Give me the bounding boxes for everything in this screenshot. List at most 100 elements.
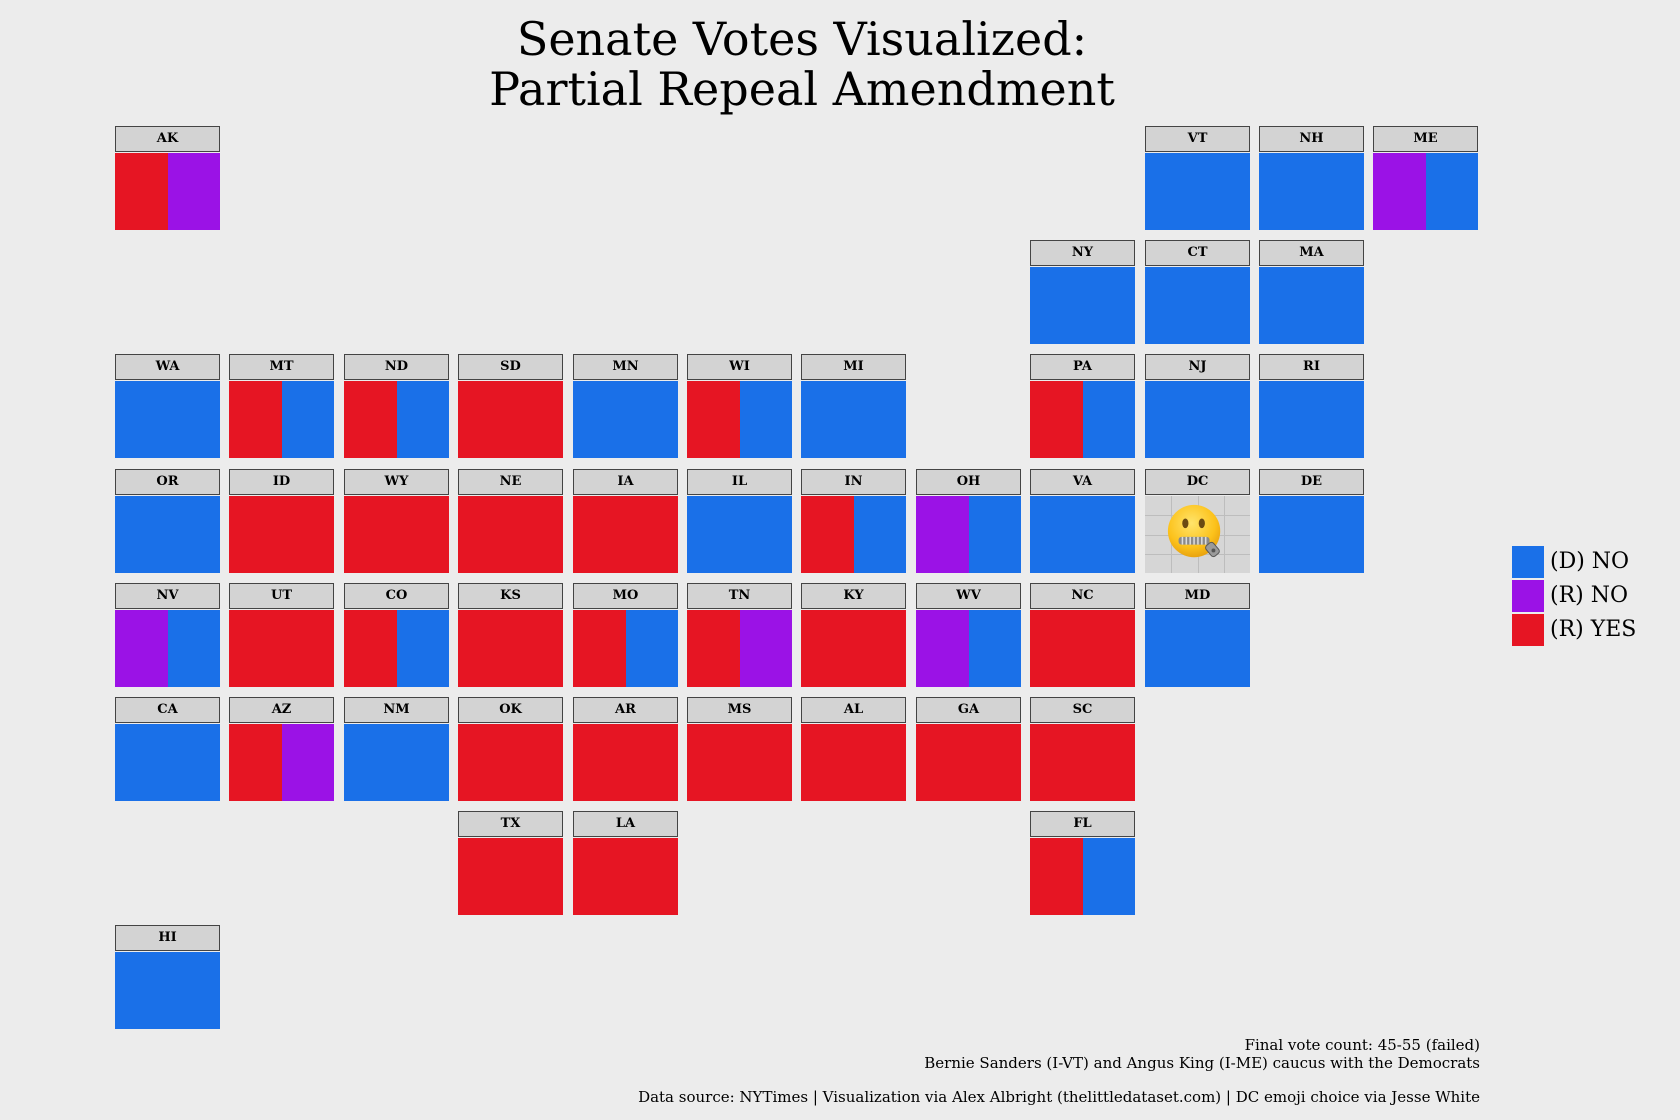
state-label-vt: VT — [1145, 126, 1250, 152]
state-body-wi — [687, 381, 792, 458]
state-label-la: LA — [573, 811, 678, 837]
state-label-nc: NC — [1030, 583, 1135, 609]
state-label-me: ME — [1373, 126, 1478, 152]
state-body-sd — [458, 381, 563, 458]
state-tile-ri: RI — [1259, 354, 1364, 459]
state-tile-ga: GA — [916, 697, 1021, 802]
state-tile-sc: SC — [1030, 697, 1135, 802]
state-body-ky — [801, 610, 906, 687]
senator-vote-ga-1 — [916, 724, 1021, 801]
state-tile-mn: MN — [573, 354, 678, 459]
state-body-de — [1259, 496, 1364, 573]
state-body-wv — [916, 610, 1021, 687]
state-body-ms — [687, 724, 792, 801]
state-tile-ak: AK — [115, 126, 220, 231]
state-label-nj: NJ — [1145, 354, 1250, 380]
state-label-nd: ND — [344, 354, 449, 380]
senator-vote-or-1 — [115, 496, 220, 573]
zipper-mouth-face-icon — [1167, 504, 1221, 558]
state-label-mt: MT — [229, 354, 334, 380]
senator-vote-wi-2 — [739, 381, 792, 458]
state-tile-pa: PA — [1030, 354, 1135, 459]
state-label-nh: NH — [1259, 126, 1364, 152]
senator-vote-fl-2 — [1082, 838, 1135, 915]
senator-vote-vt-1 — [1145, 153, 1250, 230]
state-body-ri — [1259, 381, 1364, 458]
senator-vote-ca-1 — [115, 724, 220, 801]
state-label-ak: AK — [115, 126, 220, 152]
state-tile-co: CO — [344, 583, 449, 688]
state-label-ky: KY — [801, 583, 906, 609]
state-tile-ms: MS — [687, 697, 792, 802]
state-body-al — [801, 724, 906, 801]
footer-notes: Final vote count: 45-55 (failed) Bernie … — [638, 1036, 1480, 1106]
senator-vote-il-1 — [687, 496, 792, 573]
senator-vote-pa-1 — [1030, 381, 1083, 458]
senator-vote-id-1 — [229, 496, 334, 573]
state-label-sd: SD — [458, 354, 563, 380]
state-tile-wa: WA — [115, 354, 220, 459]
state-body-in — [801, 496, 906, 573]
senator-vote-nh-1 — [1259, 153, 1364, 230]
senator-vote-nc-1 — [1030, 610, 1135, 687]
senator-vote-mi-1 — [801, 381, 906, 458]
state-body-ne — [458, 496, 563, 573]
senator-vote-nd-2 — [396, 381, 449, 458]
state-label-nv: NV — [115, 583, 220, 609]
state-body-az — [229, 724, 334, 801]
senator-vote-ia-1 — [573, 496, 678, 573]
state-body-nc — [1030, 610, 1135, 687]
senator-vote-mt-2 — [281, 381, 334, 458]
state-tile-in: IN — [801, 469, 906, 574]
state-tile-az: AZ — [229, 697, 334, 802]
senator-vote-ny-1 — [1030, 267, 1135, 344]
state-body-tn — [687, 610, 792, 687]
state-tile-ks: KS — [458, 583, 563, 688]
state-label-ms: MS — [687, 697, 792, 723]
senator-vote-me-2 — [1425, 153, 1478, 230]
state-body-ia — [573, 496, 678, 573]
footer-vote-count: Final vote count: 45-55 (failed) — [1244, 1036, 1480, 1054]
state-tile-ne: NE — [458, 469, 563, 574]
senator-vote-wy-1 — [344, 496, 449, 573]
legend-item-r-no: (R) NO — [1512, 578, 1672, 612]
senator-vote-wa-1 — [115, 381, 220, 458]
state-body-mo — [573, 610, 678, 687]
state-tile-nc: NC — [1030, 583, 1135, 688]
senator-vote-ky-1 — [801, 610, 906, 687]
state-body-ks — [458, 610, 563, 687]
state-label-ok: OK — [458, 697, 563, 723]
state-label-id: ID — [229, 469, 334, 495]
legend-swatch-d-no — [1512, 546, 1544, 578]
senator-vote-wi-1 — [687, 381, 740, 458]
state-body-mi — [801, 381, 906, 458]
chart-title-line1: Senate Votes Visualized: — [516, 12, 1088, 66]
state-body-il — [687, 496, 792, 573]
state-tile-ia: IA — [573, 469, 678, 574]
senator-vote-pa-2 — [1082, 381, 1135, 458]
state-tile-ky: KY — [801, 583, 906, 688]
state-tile-nj: NJ — [1145, 354, 1250, 459]
state-label-wy: WY — [344, 469, 449, 495]
state-label-hi: HI — [115, 925, 220, 951]
senator-vote-la-1 — [573, 838, 678, 915]
state-body-ak — [115, 153, 220, 230]
state-label-wa: WA — [115, 354, 220, 380]
state-body-wa — [115, 381, 220, 458]
state-tile-nd: ND — [344, 354, 449, 459]
state-tile-dc: DC — [1145, 469, 1250, 574]
senator-vote-va-1 — [1030, 496, 1135, 573]
state-tile-nv: NV — [115, 583, 220, 688]
state-tile-tn: TN — [687, 583, 792, 688]
state-body-me — [1373, 153, 1478, 230]
state-body-wy — [344, 496, 449, 573]
state-label-or: OR — [115, 469, 220, 495]
legend-label-r-no: (R) NO — [1550, 583, 1629, 608]
senator-vote-ri-1 — [1259, 381, 1364, 458]
state-body-ut — [229, 610, 334, 687]
state-tile-oh: OH — [916, 469, 1021, 574]
state-label-az: AZ — [229, 697, 334, 723]
state-tile-me: ME — [1373, 126, 1478, 231]
state-tile-wv: WV — [916, 583, 1021, 688]
